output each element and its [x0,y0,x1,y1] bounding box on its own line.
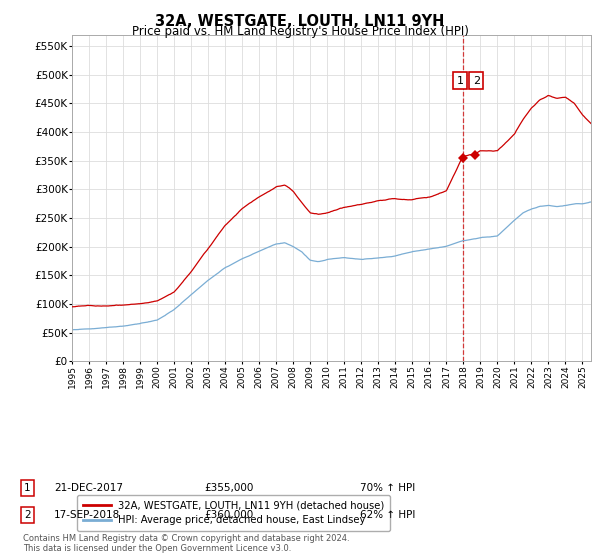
Text: 2: 2 [473,76,480,86]
Text: 17-SEP-2018: 17-SEP-2018 [54,510,120,520]
Text: 1: 1 [24,483,31,493]
Text: 32A, WESTGATE, LOUTH, LN11 9YH: 32A, WESTGATE, LOUTH, LN11 9YH [155,14,445,29]
Text: Contains HM Land Registry data © Crown copyright and database right 2024.
This d: Contains HM Land Registry data © Crown c… [23,534,349,553]
Text: 70% ↑ HPI: 70% ↑ HPI [360,483,415,493]
Text: £360,000: £360,000 [204,510,253,520]
Text: 21-DEC-2017: 21-DEC-2017 [54,483,123,493]
Legend: 32A, WESTGATE, LOUTH, LN11 9YH (detached house), HPI: Average price, detached ho: 32A, WESTGATE, LOUTH, LN11 9YH (detached… [77,496,390,531]
Text: 1: 1 [457,76,464,86]
Text: Price paid vs. HM Land Registry's House Price Index (HPI): Price paid vs. HM Land Registry's House … [131,25,469,38]
Text: £355,000: £355,000 [204,483,253,493]
Text: 2: 2 [24,510,31,520]
Text: 62% ↑ HPI: 62% ↑ HPI [360,510,415,520]
